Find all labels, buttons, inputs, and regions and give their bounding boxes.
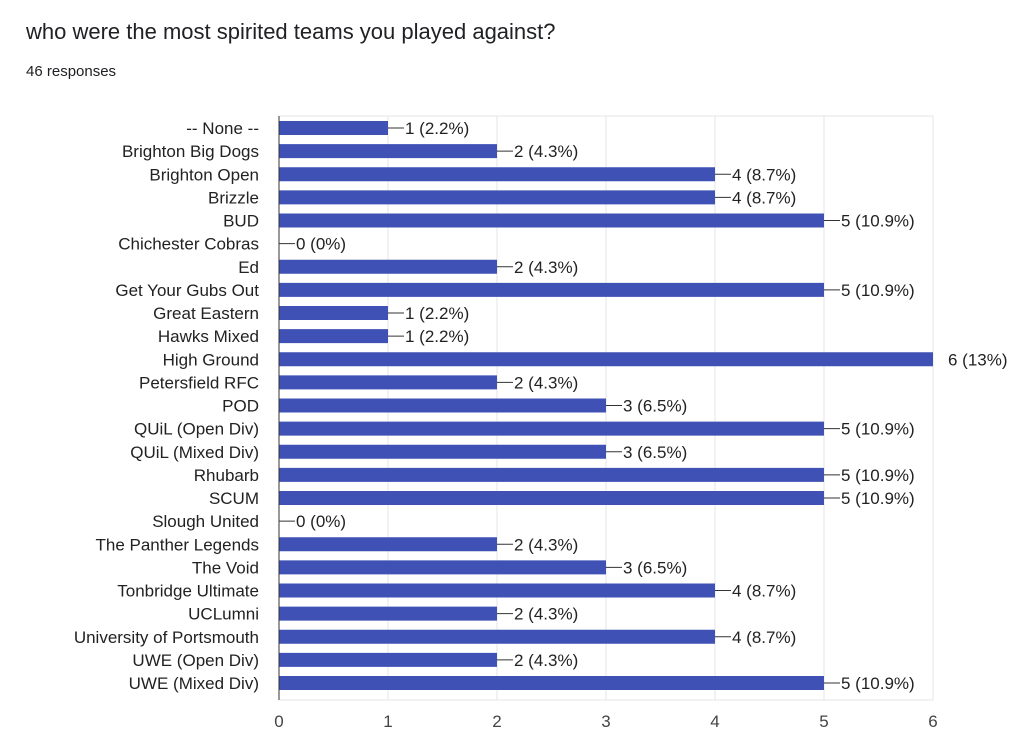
category-label: Ed [238, 258, 259, 277]
category-label: Get Your Gubs Out [115, 281, 259, 300]
category-label: UWE (Mixed Div) [129, 674, 259, 693]
data-label: 5 (10.9%) [841, 212, 915, 231]
data-label: 5 (10.9%) [841, 466, 915, 485]
data-label: 2 (4.3%) [514, 373, 578, 392]
category-label: The Void [192, 558, 259, 577]
data-label: 0 (0%) [296, 512, 346, 531]
category-label: SCUM [209, 489, 259, 508]
bar [279, 606, 497, 621]
category-label: The Panther Legends [95, 535, 259, 554]
data-label: 2 (4.3%) [514, 258, 578, 277]
category-label: Slough United [152, 512, 259, 531]
category-label: Rhubarb [194, 466, 259, 485]
data-label: 4 (8.7%) [732, 582, 796, 601]
x-tick-label: 3 [601, 712, 610, 731]
data-label: 2 (4.3%) [514, 605, 578, 624]
category-label: POD [222, 397, 259, 416]
response-count: 46 responses [26, 63, 117, 80]
category-label: University of Portsmouth [74, 628, 259, 647]
x-tick-label: 2 [492, 712, 501, 731]
data-label: 3 (6.5%) [623, 397, 687, 416]
question-title: who were the most spirited teams you pla… [26, 19, 556, 44]
bar [279, 652, 497, 667]
category-label: -- None -- [186, 119, 259, 138]
category-label: UWE (Open Div) [132, 651, 259, 670]
category-label: High Ground [163, 350, 259, 369]
category-label: Brizzle [208, 188, 259, 207]
data-label: 5 (10.9%) [841, 420, 915, 439]
category-label: Tonbridge Ultimate [117, 582, 259, 601]
bar [279, 259, 497, 274]
data-label: 4 (8.7%) [732, 628, 796, 647]
data-label: 4 (8.7%) [732, 165, 796, 184]
category-label: Brighton Open [149, 165, 259, 184]
data-label: 5 (10.9%) [841, 281, 915, 300]
bar [279, 421, 824, 436]
category-label: Great Eastern [153, 304, 259, 323]
data-label: 0 (0%) [296, 235, 346, 254]
x-tick-label: 1 [383, 712, 392, 731]
category-label: Brighton Big Dogs [122, 142, 259, 161]
bar [279, 352, 933, 367]
category-label: Chichester Cobras [118, 235, 259, 254]
data-label: 6 (13%) [948, 350, 1008, 369]
bar [279, 629, 715, 644]
bar [279, 213, 824, 228]
bar [279, 444, 606, 459]
data-label: 1 (2.2%) [405, 119, 469, 138]
bar [279, 467, 824, 482]
bar [279, 190, 715, 205]
data-label: 1 (2.2%) [405, 304, 469, 323]
category-label: QUiL (Mixed Div) [130, 443, 259, 462]
data-label: 2 (4.3%) [514, 142, 578, 161]
data-label: 4 (8.7%) [732, 188, 796, 207]
bar [279, 398, 606, 413]
bar [279, 491, 824, 505]
data-label: 5 (10.9%) [841, 674, 915, 693]
bar [279, 121, 388, 135]
x-tick-label: 0 [274, 712, 283, 731]
x-tick-label: 4 [710, 712, 719, 731]
bar [279, 282, 824, 297]
bar [279, 537, 497, 552]
data-label: 1 (2.2%) [405, 327, 469, 346]
bar [279, 329, 388, 344]
data-label: 3 (6.5%) [623, 558, 687, 577]
bar [279, 306, 388, 320]
bar [279, 144, 497, 159]
data-label: 5 (10.9%) [841, 489, 915, 508]
bar [279, 583, 715, 598]
bar [279, 676, 824, 690]
bar [279, 167, 715, 182]
category-label: UCLumni [188, 605, 259, 624]
data-label: 2 (4.3%) [514, 651, 578, 670]
data-label: 3 (6.5%) [623, 443, 687, 462]
x-tick-label: 6 [928, 712, 937, 731]
category-label: Hawks Mixed [158, 327, 259, 346]
category-label: BUD [223, 212, 259, 231]
data-label: 2 (4.3%) [514, 535, 578, 554]
bar [279, 375, 497, 390]
category-label: Petersfield RFC [139, 373, 259, 392]
bar [279, 560, 606, 575]
category-label: QUiL (Open Div) [134, 420, 259, 439]
x-tick-label: 5 [819, 712, 828, 731]
